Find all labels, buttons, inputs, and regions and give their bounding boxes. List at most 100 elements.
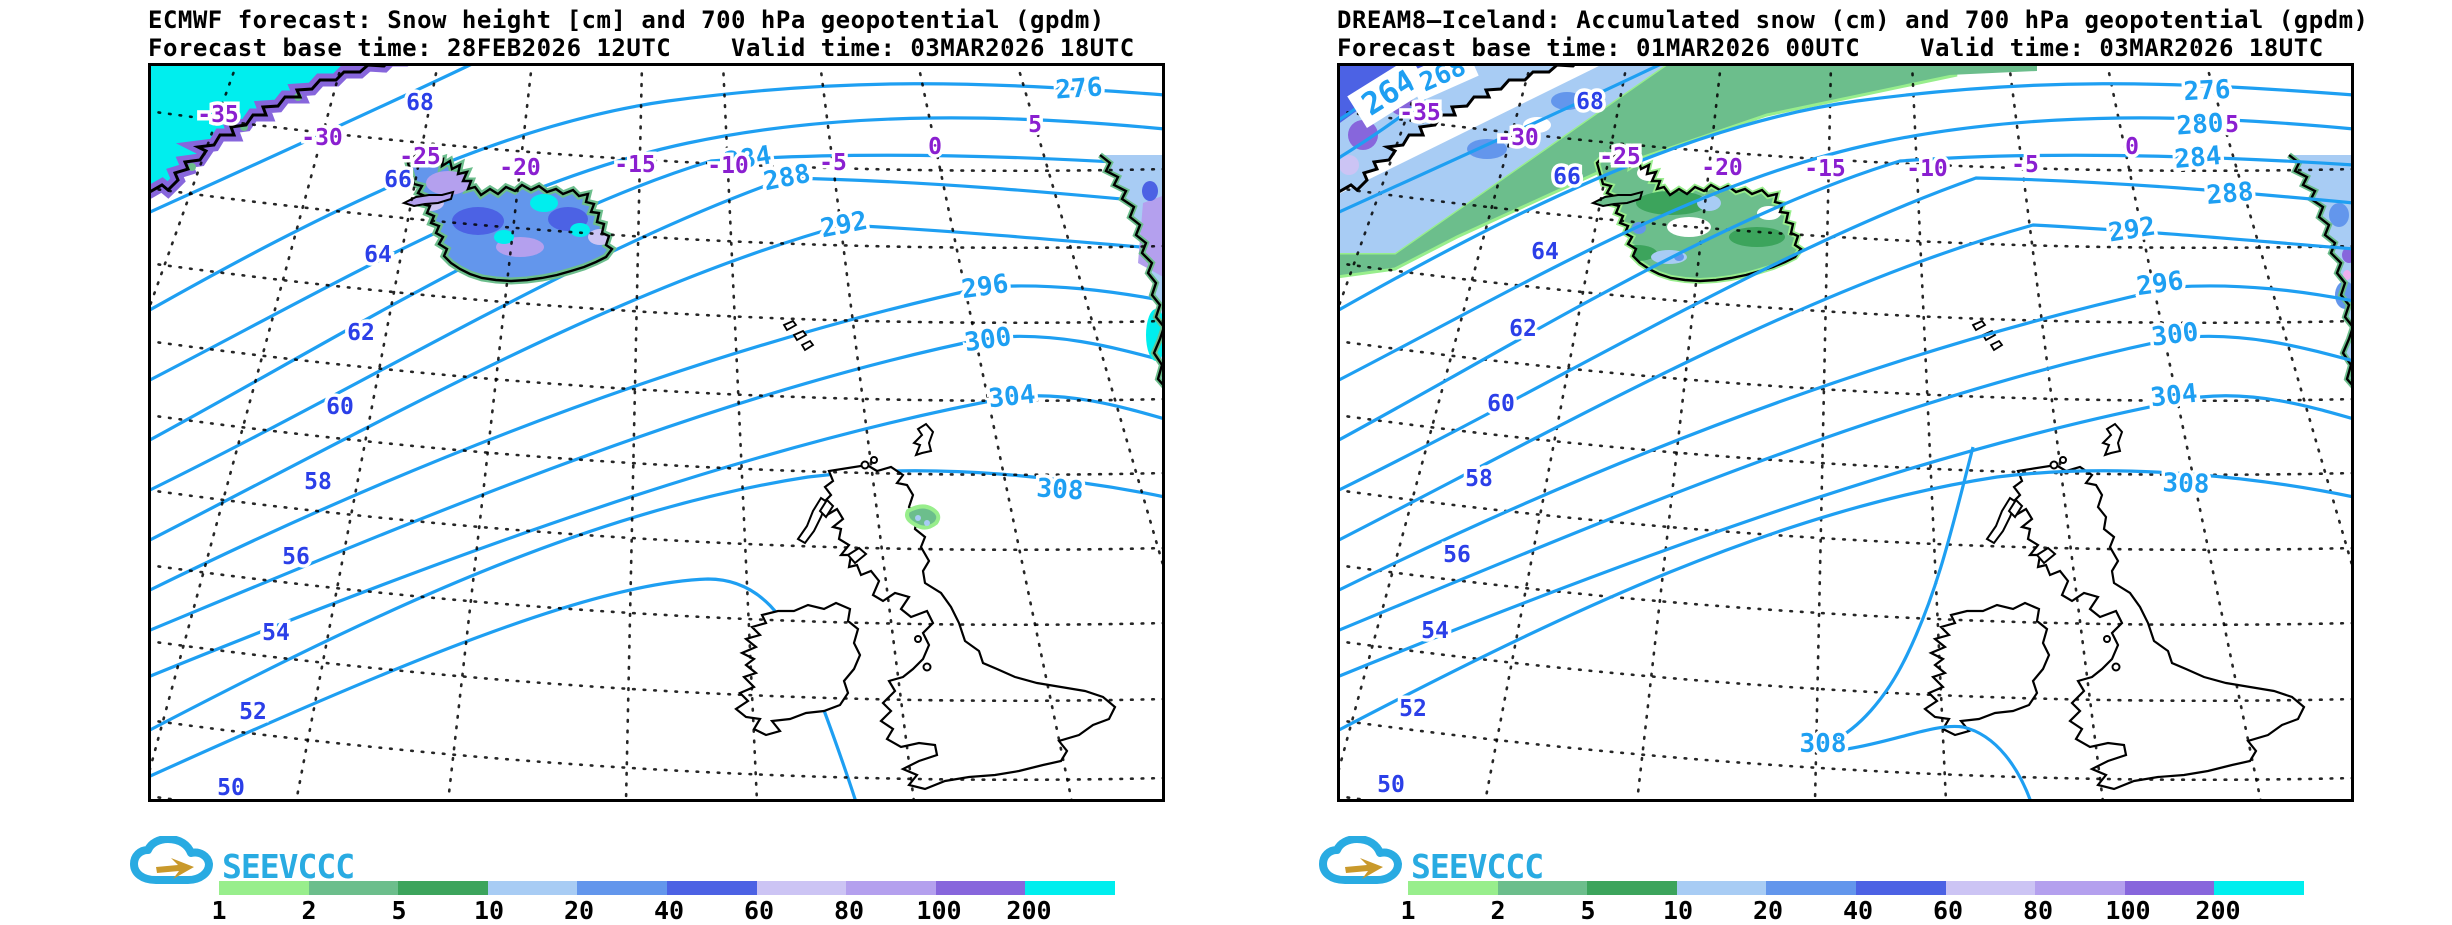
snow-band-blue (1337, 63, 1669, 253)
contour-label: 300 (2146, 314, 2203, 357)
snow-patch (2329, 203, 2349, 227)
latitude-label: 56 (282, 544, 310, 570)
orkney-island (2059, 456, 2067, 464)
longitude-label: -30 (301, 125, 343, 151)
colorbar-tick: 80 (2022, 896, 2054, 925)
longitude-label: -20 (499, 155, 541, 181)
latitude-label: 64 (361, 239, 396, 272)
great-britain-coastline (2010, 463, 2306, 791)
colorbar-tick: 20 (563, 896, 595, 925)
longitude-label: -10 (704, 150, 753, 183)
norway-coastline (2288, 154, 2354, 388)
graticule-meridian (1910, 63, 1948, 802)
longitude-label: -5 (819, 150, 847, 176)
contour-label: 284 (722, 141, 773, 178)
longitude-label: 0 (2122, 131, 2143, 164)
colorbar-tick: 40 (653, 896, 685, 925)
colorbar-segment (935, 881, 1026, 895)
colorbar-segment (1587, 881, 1677, 895)
longitude-label: 0 (925, 131, 946, 164)
snow-patch (1339, 155, 1359, 175)
graticule-meridian (1015, 63, 1165, 577)
latitude-label: 64 (1531, 239, 1559, 265)
orkney-island (860, 460, 870, 470)
snow-patch (1636, 191, 1708, 215)
colorbar-tick: 200 (1006, 896, 1052, 925)
latitude-label: 50 (214, 772, 249, 803)
graticule-parallel (148, 109, 1165, 173)
colorbar-tick: 1 (211, 896, 227, 925)
colorbar-segment (1025, 881, 1115, 895)
skye-coastline (846, 546, 868, 565)
longitude-label: -30 (1497, 125, 1539, 151)
longitude-label: -10 (707, 153, 749, 179)
colorbar-segment (1497, 881, 1588, 895)
orkney-island (870, 456, 878, 464)
graticule-meridian (721, 63, 759, 802)
contour-label: 308 (2162, 468, 2210, 500)
latitude-label: 66 (384, 167, 412, 193)
graticule-parallel (148, 413, 1165, 477)
colorbar-tick: 100 (2105, 896, 2151, 925)
faroe-island (800, 339, 815, 352)
latitude-label: 58 (304, 469, 332, 495)
latitude-label: 54 (262, 620, 290, 646)
faroe-island (792, 329, 808, 342)
longitude-label: -30 (1494, 122, 1543, 155)
snow-patch (426, 171, 470, 195)
geopotential-contour (1337, 82, 2354, 313)
latitude-label: 54 (259, 617, 294, 650)
snow-patch (1523, 117, 1551, 133)
panel-ecmwf: ECMWF forecast: Snow height [cm] and 700… (130, 6, 1165, 925)
longitude-label: -20 (1698, 152, 1747, 185)
latitude-label: 62 (347, 320, 375, 346)
latitude-label: 52 (1396, 693, 1431, 726)
contour-label: 280 (2172, 105, 2228, 145)
latitude-label: 64 (1528, 236, 1563, 269)
graticule-parallel (148, 488, 1165, 552)
contour-label: 308 (1036, 473, 1085, 506)
snow-colorbar (219, 881, 1115, 895)
geopotential-contour (1337, 116, 2354, 383)
latitude-label: 50 (217, 775, 245, 801)
contour-label: 308 (1800, 729, 1847, 759)
scotland-snow-patch (905, 504, 941, 530)
latitude-label: 68 (1576, 89, 1604, 115)
map-border (1337, 63, 2354, 802)
arrow-icon (156, 858, 194, 879)
snow-patch (1667, 217, 1711, 237)
geopotential-contour (1337, 153, 2354, 443)
longitude-label: 0 (2125, 134, 2139, 160)
snow-patch (1348, 120, 1378, 150)
latitude-label: 56 (1440, 539, 1475, 572)
latitude-label: 54 (1418, 615, 1453, 648)
contour-layer (1337, 63, 2354, 802)
graticule-parallel (1337, 261, 2354, 325)
hebrides-coastline (818, 498, 835, 519)
graticule-meridian (1483, 63, 1629, 802)
iceland-coastline (406, 149, 614, 283)
latitude-label: 58 (1465, 466, 1493, 492)
colorbar-segment (308, 881, 399, 895)
contour-label: 284 (2173, 141, 2222, 175)
geopotential-contour (1337, 63, 1664, 215)
geopotential-contour (1337, 176, 2354, 493)
latitude-label: 60 (323, 391, 358, 424)
contour-label: 308 (2159, 465, 2214, 504)
hebrides-coastline (2007, 498, 2024, 519)
snow-colorbar (1408, 881, 2304, 895)
geopotential-contour (148, 82, 1165, 313)
map-border (148, 63, 1165, 802)
graticule-parallel (1337, 639, 2354, 703)
geopotential-contour (1337, 223, 2354, 543)
longitude-label: 0 (928, 134, 942, 160)
geopotential-contour (1337, 284, 2354, 593)
greenland-coastline (1337, 63, 1579, 195)
contour-label: 288 (2205, 177, 2254, 211)
graticule-meridian (624, 63, 644, 802)
arrow-icon (1345, 858, 1383, 879)
colorbar-segment (1766, 881, 1856, 895)
geopotential-contour (148, 176, 1165, 493)
graticule-parallel (148, 261, 1165, 325)
